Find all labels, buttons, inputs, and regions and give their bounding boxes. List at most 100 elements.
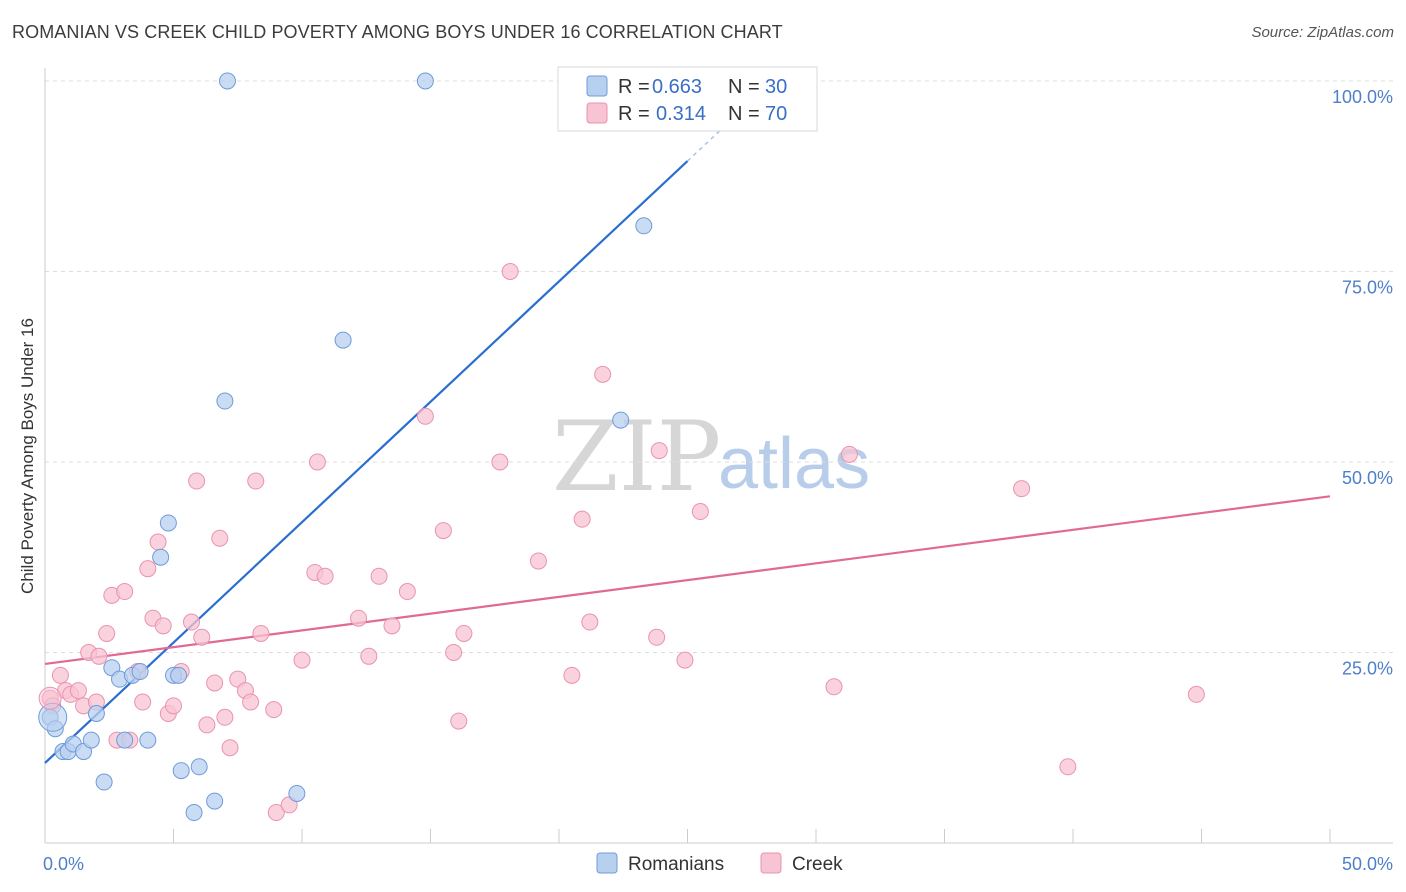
- creek-point: [198, 716, 216, 734]
- creek-point: [648, 628, 666, 646]
- series-legend-swatch-romanians: [596, 852, 618, 874]
- creek-point: [51, 666, 69, 684]
- romanians-point: [95, 773, 113, 791]
- creek-point: [416, 407, 434, 425]
- series-legend-label-romanians: Romanians: [628, 854, 724, 875]
- x-tick-label-max: 50.0%: [1342, 854, 1393, 874]
- creek-point: [445, 644, 463, 661]
- grid-lines: [45, 80, 1393, 653]
- creek-trendline: [44, 495, 1331, 666]
- creek-point: [650, 442, 668, 460]
- creek-point: [691, 503, 709, 521]
- legend-r-label-creek: R =: [618, 103, 650, 125]
- creek-point: [206, 674, 224, 692]
- creek-point: [840, 445, 858, 463]
- romanians-point: [172, 762, 190, 780]
- creek-point: [265, 701, 283, 719]
- creek-point: [1059, 758, 1077, 776]
- creek-point: [98, 624, 116, 642]
- legend-n-value-romanians: 30: [765, 76, 787, 98]
- romanians-point: [206, 792, 224, 810]
- romanians-point: [82, 731, 100, 749]
- creek-point: [247, 472, 265, 490]
- data-points: [38, 72, 1205, 822]
- creek-point: [182, 613, 200, 631]
- romanians-point: [612, 411, 630, 429]
- legend-r-label-romanians: R =: [618, 76, 650, 98]
- creek-point: [370, 567, 388, 585]
- romanians-point: [159, 514, 177, 532]
- y-tick-label: 100.0%: [1332, 87, 1393, 107]
- watermark-zip: ZIP: [552, 401, 721, 513]
- romanians-point: [190, 758, 208, 776]
- creek-point: [563, 666, 581, 684]
- y-tick-label: 50.0%: [1342, 468, 1393, 488]
- legend-n-label-creek: N =: [728, 103, 760, 125]
- watermark: ZIP atlas: [552, 401, 870, 513]
- y-tick-label: 75.0%: [1342, 278, 1393, 298]
- y-axis-title: Child Poverty Among Boys Under 16: [18, 318, 37, 594]
- creek-point: [383, 617, 401, 635]
- romanians-point: [334, 331, 352, 349]
- creek-point: [825, 678, 843, 696]
- creek-point: [267, 804, 285, 822]
- x-tick-label-min: 0.0%: [43, 854, 84, 874]
- creek-point: [529, 552, 547, 570]
- legend-swatch-creek: [586, 102, 608, 124]
- romanians-point: [218, 72, 236, 90]
- creek-point: [455, 624, 473, 642]
- creek-point: [154, 617, 172, 635]
- creek-point: [491, 453, 509, 471]
- creek-point: [90, 647, 108, 665]
- romanians-point: [131, 663, 149, 681]
- romanians-point: [185, 804, 203, 822]
- creek-point: [69, 682, 87, 700]
- creek-point: [450, 712, 468, 730]
- y-tick-label: 25.0%: [1342, 659, 1393, 679]
- creek-point: [676, 651, 694, 669]
- romanians-point: [170, 666, 188, 684]
- creek-point: [1187, 685, 1205, 703]
- creek-point: [434, 522, 452, 540]
- series-legend: Romanians Creek: [596, 852, 843, 875]
- creek-point: [221, 739, 239, 757]
- series-legend-label-creek: Creek: [792, 854, 843, 875]
- creek-point: [594, 365, 612, 383]
- romanians-trendline: [44, 160, 689, 764]
- watermark-atlas: atlas: [718, 424, 870, 504]
- legend-r-value-romanians: 0.663: [652, 76, 702, 98]
- creek-point: [165, 697, 182, 715]
- romanians-point: [116, 731, 134, 749]
- romanians-point: [635, 217, 653, 235]
- y-tick-labels: 25.0% 50.0% 75.0% 100.0%: [1332, 87, 1393, 679]
- romanians-point: [216, 392, 234, 410]
- creek-point: [211, 529, 229, 547]
- creek-point: [149, 533, 167, 551]
- creek-point: [573, 510, 591, 528]
- creek-point: [134, 693, 152, 711]
- romanians-point: [87, 704, 105, 722]
- creek-point: [38, 686, 62, 710]
- legend-r-value-creek: 0.314: [656, 103, 706, 125]
- stats-legend: R = 0.663 N = 30 R = 0.314 N = 70: [557, 66, 818, 132]
- creek-point: [1013, 480, 1031, 498]
- legend-n-value-creek: 70: [765, 103, 787, 125]
- creek-point: [252, 624, 270, 642]
- chart-title: ROMANIAN VS CREEK CHILD POVERTY AMONG BO…: [12, 22, 783, 42]
- creek-point: [360, 647, 378, 665]
- creek-point: [216, 708, 234, 726]
- legend-swatch-romanians: [586, 75, 608, 97]
- creek-point: [242, 693, 260, 711]
- creek-point: [398, 583, 416, 601]
- series-legend-swatch-creek: [760, 852, 782, 874]
- creek-point: [581, 613, 599, 631]
- romanians-point: [139, 731, 157, 749]
- romanians-point: [288, 784, 306, 802]
- creek-point: [293, 651, 311, 669]
- creek-point: [501, 263, 519, 280]
- creek-point: [308, 453, 326, 471]
- chart-source: Source: ZipAtlas.com: [1251, 24, 1394, 41]
- creek-point: [316, 567, 334, 585]
- legend-n-label-romanians: N =: [728, 76, 760, 98]
